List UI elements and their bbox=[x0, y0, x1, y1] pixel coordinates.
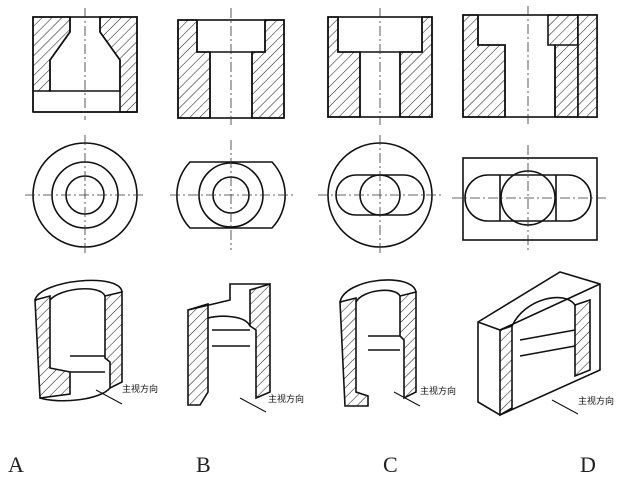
option-c-view-direction-label: 主视方向 bbox=[420, 385, 456, 397]
option-d-label[interactable]: D bbox=[580, 452, 596, 477]
option-b-drawings: 主视方向 bbox=[170, 8, 304, 413]
option-b-label[interactable]: B bbox=[196, 452, 211, 477]
option-a-label[interactable]: A bbox=[8, 452, 24, 477]
option-a-front-section-view bbox=[32, 8, 138, 120]
option-d-front-section-view bbox=[462, 6, 598, 125]
option-d-drawings: 主视方向 bbox=[452, 6, 614, 417]
option-d-view-direction-arrow bbox=[551, 399, 579, 415]
option-b-view-direction-arrow bbox=[239, 397, 267, 413]
option-b-top-view bbox=[170, 140, 295, 250]
option-b-front-section-view bbox=[177, 8, 285, 125]
option-d-view-direction-label: 主视方向 bbox=[578, 395, 614, 407]
option-b-view-direction-label: 主视方向 bbox=[268, 393, 304, 405]
option-d-isometric-view: 主视方向 bbox=[477, 271, 614, 417]
option-c-drawings: 主视方向 bbox=[318, 8, 456, 407]
option-c-front-section-view bbox=[327, 8, 433, 125]
option-a-isometric-view: 主视方向 bbox=[34, 279, 158, 405]
option-c-label[interactable]: C bbox=[383, 452, 398, 477]
option-a-top-view bbox=[25, 135, 145, 255]
option-a-drawings: 主视方向 bbox=[25, 8, 158, 405]
option-a-view-direction-label: 主视方向 bbox=[122, 383, 158, 395]
option-a-view-direction-arrow bbox=[95, 389, 123, 405]
option-d-top-view bbox=[452, 145, 608, 252]
option-c-isometric-view: 主视方向 bbox=[339, 279, 456, 407]
option-c-view-direction-arrow bbox=[393, 391, 421, 407]
option-b-isometric-view: 主视方向 bbox=[187, 282, 304, 413]
option-c-top-view bbox=[318, 135, 442, 255]
